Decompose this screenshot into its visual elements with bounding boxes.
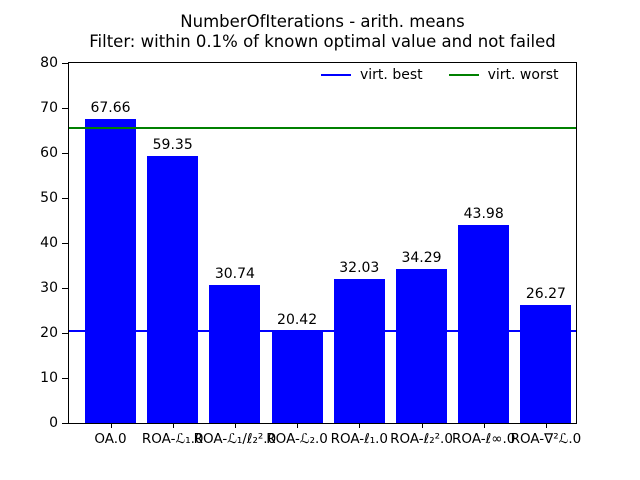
x-tick-label: ROA-ℓ∞.0 — [452, 431, 516, 447]
legend-label-virt-worst: virt. worst — [487, 67, 559, 83]
chart-title-line1: NumberOfIterations - arith. means — [180, 12, 465, 31]
bar-value-label: 32.03 — [339, 259, 380, 276]
y-tick-label: 10 — [40, 370, 58, 386]
x-tick-label: ROA-ℓ₁.0 — [330, 431, 389, 447]
x-tick-label: ROA-ℒ₁.0 — [141, 431, 204, 447]
x-tick — [359, 424, 361, 428]
bar-value-label: 26.27 — [525, 285, 566, 302]
bar-ROA-ℓ∞.0 — [458, 225, 510, 423]
y-tick — [62, 333, 68, 334]
bar-value-label: 43.98 — [463, 206, 504, 223]
y-tick — [62, 243, 68, 244]
legend-line-sample-virt-worst — [448, 73, 479, 77]
x-tick — [110, 424, 112, 428]
y-tick-label: 50 — [40, 190, 58, 206]
x-tick-label: OA.0 — [94, 431, 127, 447]
bar-ROA-ℒ₁/ℓ₂².0 — [209, 284, 261, 423]
x-tick-label: ROA-ℒ₂.0 — [266, 431, 328, 447]
bar-ROA-ℓ₁.0 — [333, 278, 385, 423]
legend-item-virt-worst: virt. worst — [448, 67, 559, 83]
y-tick — [62, 288, 68, 289]
y-tick-label: 60 — [40, 145, 58, 161]
bar-value-label: 34.29 — [401, 249, 442, 266]
bar-ROA-ℓ₂².0 — [396, 268, 447, 423]
bar-value-label: 67.66 — [90, 99, 131, 116]
y-tick — [62, 153, 68, 154]
y-tick-label: 80 — [40, 55, 58, 71]
y-tick — [62, 198, 68, 199]
y-tick — [62, 63, 68, 64]
x-tick-label: ROA-ℓ₂².0 — [390, 431, 453, 447]
legend-label-virt-best: virt. best — [360, 67, 423, 83]
y-tick-label: 0 — [49, 415, 58, 431]
hline-virt-worst — [69, 127, 576, 130]
bar-ROA-ℒ₂.0 — [271, 331, 323, 423]
bar-value-label: 20.42 — [277, 312, 318, 329]
bar-OA.0 — [85, 118, 136, 423]
bar-ROA-∇²ℒ.0 — [520, 304, 572, 423]
x-tick — [172, 424, 174, 428]
legend-line-sample-virt-best — [321, 73, 351, 77]
y-tick-label: 30 — [40, 280, 58, 296]
y-tick-label: 70 — [40, 100, 58, 116]
legend: virt. best virt. worst — [321, 67, 558, 83]
y-tick — [62, 378, 68, 379]
bar-value-label: 30.74 — [214, 265, 255, 282]
legend-item-virt-best: virt. best — [321, 67, 423, 83]
x-tick — [545, 424, 547, 428]
x-tick-label: ROA-∇²ℒ.0 — [510, 431, 582, 447]
y-tick-label: 40 — [40, 235, 58, 251]
y-tick-label: 20 — [40, 325, 58, 341]
y-tick — [62, 108, 68, 109]
bar-ROA-ℒ₁.0 — [147, 155, 199, 423]
x-tick — [234, 424, 236, 428]
bar-value-label: 59.35 — [152, 136, 193, 153]
y-tick — [62, 423, 68, 424]
x-tick — [421, 424, 423, 428]
x-tick — [483, 424, 485, 428]
x-tick — [297, 424, 299, 428]
hline-virt-best — [69, 330, 576, 333]
chart-title-line2: Filter: within 0.1% of known optimal val… — [89, 31, 556, 51]
chart-title: NumberOfIterations - arith. means Filter… — [68, 12, 577, 51]
x-tick-label: ROA-ℒ₁/ℓ₂².0 — [193, 431, 277, 447]
plot-area: virt. best virt. worst 67.66 59.35 30.74 20… — [68, 62, 577, 424]
